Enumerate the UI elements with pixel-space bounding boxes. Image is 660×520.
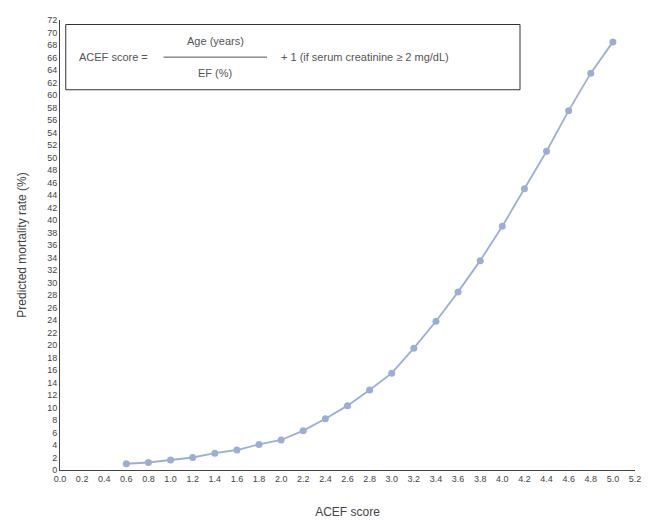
- svg-text:Age (years): Age (years): [187, 35, 244, 47]
- svg-text:ACEF score =: ACEF score =: [79, 51, 148, 63]
- svg-text:54: 54: [47, 128, 57, 138]
- svg-text:14: 14: [47, 378, 57, 388]
- svg-text:20: 20: [47, 340, 57, 350]
- svg-text:0.4: 0.4: [98, 474, 111, 484]
- svg-text:5.0: 5.0: [607, 474, 620, 484]
- svg-text:60: 60: [47, 90, 57, 100]
- svg-text:3.0: 3.0: [385, 474, 398, 484]
- svg-text:6: 6: [52, 428, 57, 438]
- svg-text:8: 8: [52, 415, 57, 425]
- svg-text:16: 16: [47, 365, 57, 375]
- svg-text:48: 48: [47, 165, 57, 175]
- svg-text:42: 42: [47, 203, 57, 213]
- svg-text:26: 26: [47, 303, 57, 313]
- svg-text:28: 28: [47, 290, 57, 300]
- svg-text:18: 18: [47, 353, 57, 363]
- svg-text:2.0: 2.0: [275, 474, 288, 484]
- svg-text:3.4: 3.4: [430, 474, 443, 484]
- svg-text:1.2: 1.2: [186, 474, 199, 484]
- svg-text:1.0: 1.0: [164, 474, 177, 484]
- svg-text:2.2: 2.2: [297, 474, 310, 484]
- svg-text:3.2: 3.2: [408, 474, 421, 484]
- svg-text:32: 32: [47, 265, 57, 275]
- svg-text:3.6: 3.6: [452, 474, 465, 484]
- svg-text:70: 70: [47, 28, 57, 38]
- svg-text:22: 22: [47, 328, 57, 338]
- svg-text:4.8: 4.8: [585, 474, 598, 484]
- svg-text:1.8: 1.8: [253, 474, 266, 484]
- svg-text:Predicted mortality rate (%): Predicted mortality rate (%): [15, 172, 29, 317]
- svg-text:64: 64: [47, 65, 57, 75]
- svg-text:12: 12: [47, 390, 57, 400]
- svg-text:50: 50: [47, 153, 57, 163]
- svg-text:0.6: 0.6: [120, 474, 133, 484]
- svg-text:5.2: 5.2: [629, 474, 642, 484]
- svg-text:4.2: 4.2: [518, 474, 531, 484]
- svg-text:+ 1 (if serum creatinine ≥ 2 m: + 1 (if serum creatinine ≥ 2 mg/dL): [281, 51, 449, 63]
- svg-text:10: 10: [47, 403, 57, 413]
- svg-text:34: 34: [47, 253, 57, 263]
- svg-text:4.6: 4.6: [562, 474, 575, 484]
- svg-text:58: 58: [47, 103, 57, 113]
- svg-text:EF (%): EF (%): [198, 67, 232, 79]
- svg-text:36: 36: [47, 240, 57, 250]
- svg-text:1.6: 1.6: [231, 474, 244, 484]
- svg-text:2.8: 2.8: [363, 474, 376, 484]
- svg-text:2.4: 2.4: [319, 474, 332, 484]
- svg-text:66: 66: [47, 53, 57, 63]
- svg-text:0.0: 0.0: [54, 474, 67, 484]
- svg-text:0.2: 0.2: [76, 474, 89, 484]
- svg-text:46: 46: [47, 178, 57, 188]
- svg-text:3.8: 3.8: [474, 474, 487, 484]
- svg-text:68: 68: [47, 40, 57, 50]
- svg-text:4.4: 4.4: [540, 474, 553, 484]
- svg-text:2.6: 2.6: [341, 474, 354, 484]
- svg-text:38: 38: [47, 228, 57, 238]
- svg-text:ACEF score: ACEF score: [315, 505, 380, 519]
- svg-text:4.0: 4.0: [496, 474, 509, 484]
- svg-text:56: 56: [47, 115, 57, 125]
- svg-text:30: 30: [47, 278, 57, 288]
- svg-text:44: 44: [47, 190, 57, 200]
- svg-text:2: 2: [52, 453, 57, 463]
- svg-text:4: 4: [52, 440, 57, 450]
- svg-text:62: 62: [47, 78, 57, 88]
- svg-text:24: 24: [47, 315, 57, 325]
- svg-text:0.8: 0.8: [142, 474, 155, 484]
- svg-text:52: 52: [47, 140, 57, 150]
- svg-text:40: 40: [47, 215, 57, 225]
- svg-text:0: 0: [52, 465, 57, 475]
- svg-text:1.4: 1.4: [209, 474, 222, 484]
- svg-text:72: 72: [47, 15, 57, 25]
